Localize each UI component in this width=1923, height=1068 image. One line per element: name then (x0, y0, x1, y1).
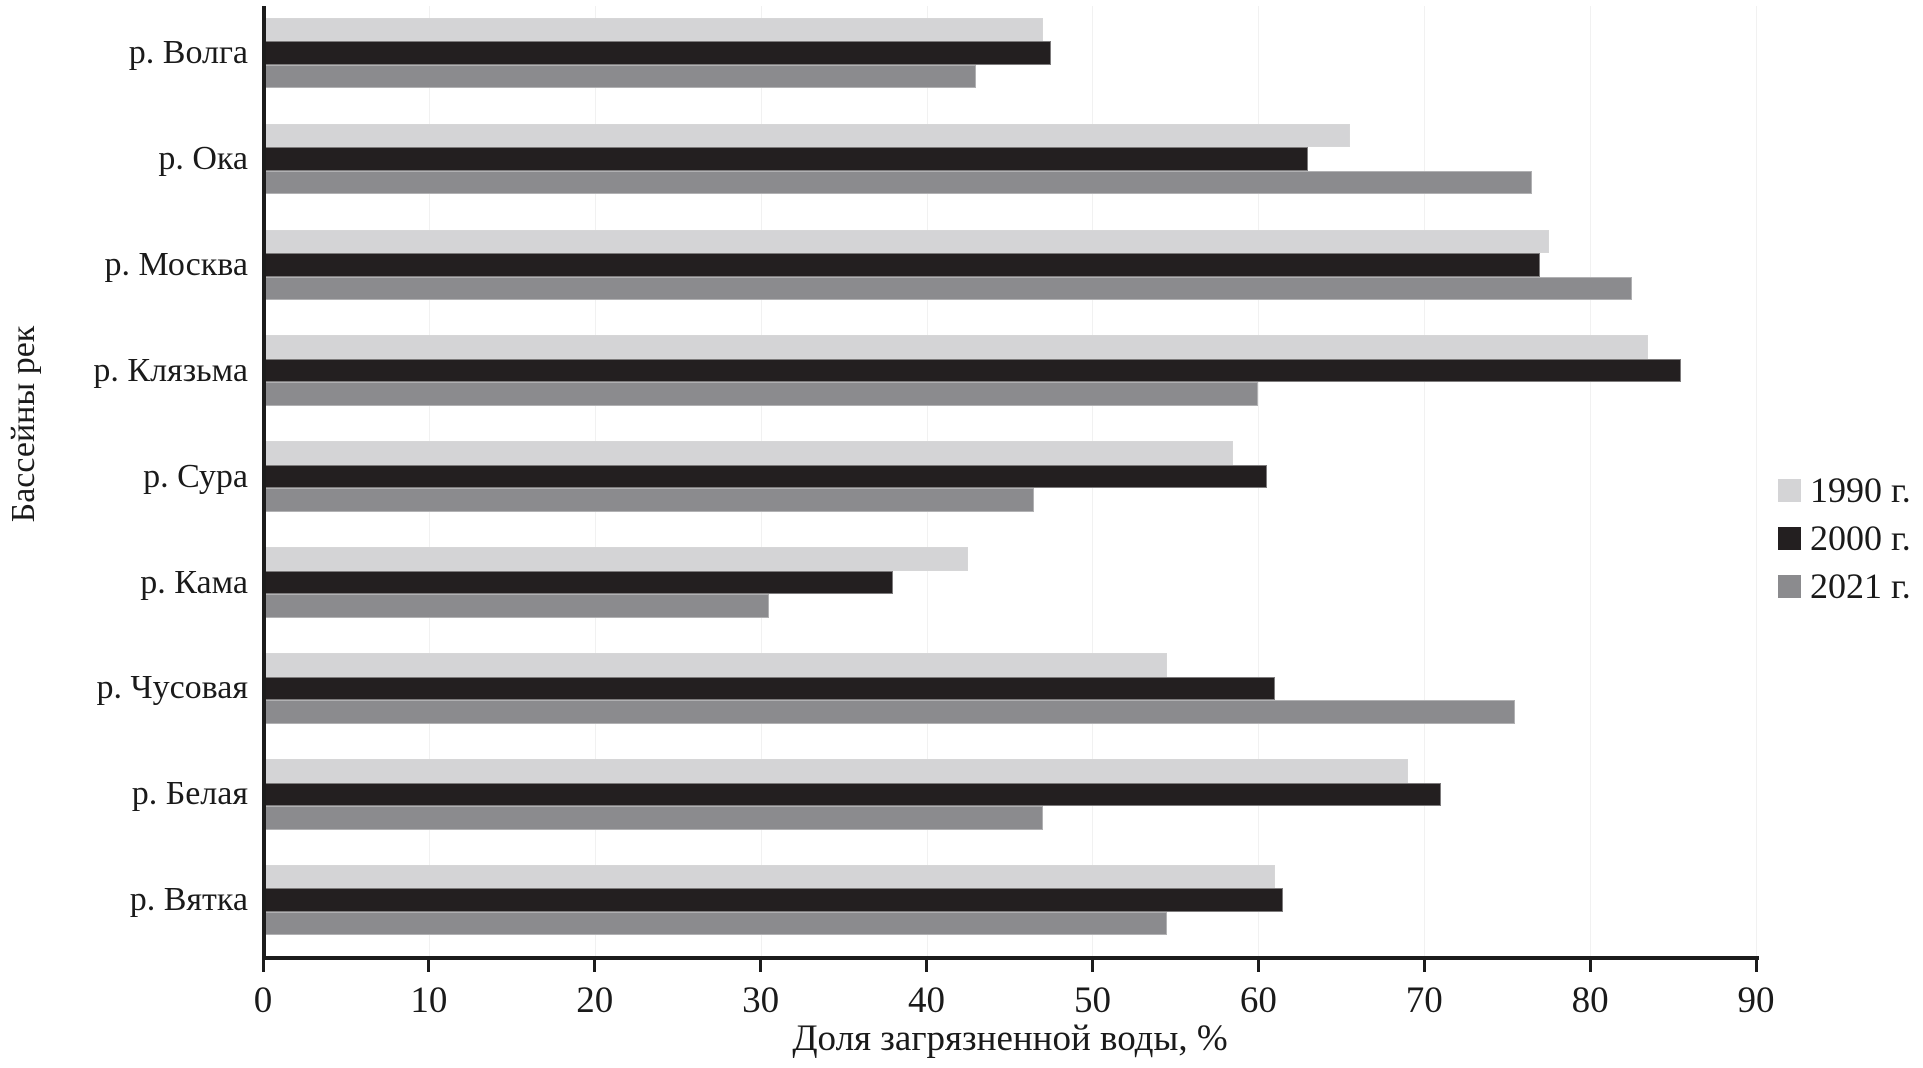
legend-item: 1990 г. (1778, 466, 1911, 514)
category-label: р. Кама (140, 563, 248, 601)
bar-1990-cat7 (263, 759, 1408, 783)
x-axis-tick-label: 80 (1571, 980, 1609, 1021)
bar-2021-cat3 (263, 382, 1259, 406)
x-axis-tick-label: 60 (1239, 980, 1277, 1021)
x-axis-tick (593, 956, 597, 972)
bar-2000-cat0 (263, 41, 1051, 65)
bar-2000-cat5 (263, 570, 894, 595)
gridline (1590, 6, 1592, 956)
legend-label: 2000 г. (1810, 518, 1911, 558)
bar-1990-cat5 (263, 547, 969, 571)
category-label: р. Вятка (129, 881, 248, 919)
bar-2000-cat7 (263, 782, 1441, 807)
x-axis-tick (261, 956, 265, 972)
bar-2000-cat1 (263, 147, 1309, 171)
x-axis-tick (925, 956, 929, 972)
bar-2021-cat2 (263, 276, 1632, 301)
x-axis-tick-label: 20 (576, 980, 614, 1021)
x-axis-tick (427, 956, 431, 972)
x-axis-tick-label: 70 (1405, 980, 1443, 1021)
gridline (1756, 6, 1757, 956)
category-label: р. Сура (143, 457, 248, 495)
bar-2021-cat0 (263, 64, 977, 89)
bar-1990-cat3 (263, 335, 1649, 359)
x-axis-tick (1588, 956, 1592, 972)
x-axis-tick-label: 40 (908, 980, 946, 1021)
legend-item: 2000 г. (1778, 514, 1911, 562)
gridline (1424, 6, 1426, 956)
bar-1990-cat4 (263, 441, 1234, 465)
category-label: р. Москва (104, 245, 248, 283)
x-axis-tick (1754, 956, 1758, 972)
category-label: р. Ока (158, 139, 248, 177)
x-axis-tick-label: 90 (1737, 980, 1775, 1021)
legend-label: 2021 г. (1810, 566, 1911, 606)
x-axis-line (262, 956, 1759, 960)
category-label: р. Волга (128, 34, 248, 71)
bar-2000-cat2 (263, 253, 1541, 277)
bar-2000-cat4 (263, 464, 1267, 489)
x-axis-tick-label: 50 (1073, 980, 1111, 1021)
x-axis-tick (759, 956, 763, 972)
bar-1990-cat0 (263, 17, 1043, 42)
bar-2021-cat6 (263, 700, 1516, 724)
bar-1990-cat8 (263, 864, 1275, 889)
bar-2021-cat1 (263, 170, 1533, 195)
bar-2021-cat7 (263, 806, 1043, 830)
legend-swatch-1990 (1778, 478, 1801, 502)
category-label: р. Белая (131, 775, 248, 813)
y-axis-title: Бассейны рек (5, 325, 42, 523)
bar-2000-cat3 (263, 358, 1682, 383)
x-axis-tick-label: 10 (410, 980, 448, 1021)
x-axis-tick (1256, 956, 1260, 972)
bar-2000-cat6 (263, 676, 1275, 701)
bar-1990-cat2 (263, 229, 1549, 254)
legend-swatch-2000 (1778, 526, 1801, 550)
x-axis-tick-label: 0 (253, 980, 273, 1021)
y-axis-line (262, 6, 266, 960)
x-axis-tick-label: 30 (742, 980, 780, 1021)
bar-2021-cat4 (263, 488, 1035, 512)
x-axis-tick (1090, 956, 1094, 972)
bar-2021-cat5 (263, 594, 769, 618)
category-label: р. Чусовая (96, 669, 248, 707)
legend-item: 2021 г. (1778, 562, 1911, 610)
category-label: р. Клязьма (93, 351, 248, 389)
x-axis-title: Доля загрязненной воды, % (792, 1018, 1228, 1059)
legend-label: 1990 г. (1810, 470, 1911, 510)
legend-swatch-2021 (1778, 574, 1801, 598)
x-axis-tick (1422, 956, 1426, 972)
bar-1990-cat6 (263, 653, 1168, 677)
bar-1990-cat1 (263, 123, 1350, 148)
bar-2021-cat8 (263, 911, 1168, 936)
bar-2000-cat8 (263, 888, 1284, 912)
